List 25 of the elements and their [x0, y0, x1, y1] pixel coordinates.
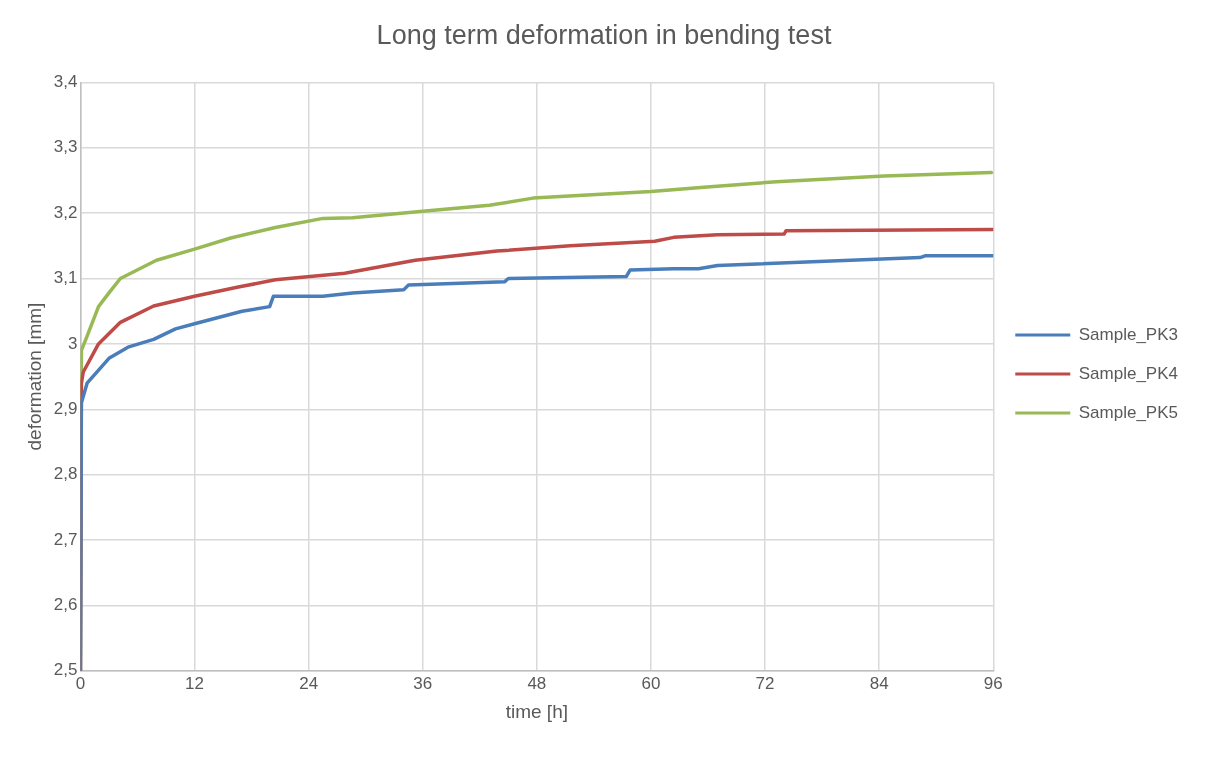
y-tick-label: 3,2: [53, 202, 78, 222]
legend-label: Sample_PK3: [1078, 324, 1179, 344]
x-tick-label: 24: [299, 673, 319, 693]
y-tick-label: 2,5: [53, 660, 78, 680]
x-axis-title: time [h]: [505, 700, 569, 722]
y-tick-label: 3,4: [53, 72, 78, 92]
x-tick-label: 84: [869, 673, 889, 693]
x-tick-label: 36: [413, 673, 433, 693]
x-tick-label: 48: [527, 673, 547, 693]
y-tick-label: 3: [67, 333, 78, 353]
y-tick-label: 2,7: [53, 529, 78, 549]
x-tick-label: 12: [185, 673, 204, 693]
legend-label: Sample_PK5: [1078, 402, 1179, 422]
x-tick-label: 72: [755, 673, 775, 693]
chart-title: Long term deformation in bending test: [376, 19, 832, 50]
y-tick-label: 3,1: [53, 268, 78, 288]
legend-label: Sample_PK4: [1078, 363, 1179, 383]
x-tick-label: 0: [75, 673, 86, 693]
y-axis-title: deformation [mm]: [23, 302, 45, 451]
y-tick-label: 3,3: [53, 137, 78, 157]
x-tick-label: 60: [641, 673, 661, 693]
y-tick-label: 2,6: [53, 595, 78, 615]
x-tick-label: 96: [983, 673, 1003, 693]
y-tick-label: 2,8: [53, 464, 78, 484]
y-tick-label: 2,9: [53, 398, 78, 418]
